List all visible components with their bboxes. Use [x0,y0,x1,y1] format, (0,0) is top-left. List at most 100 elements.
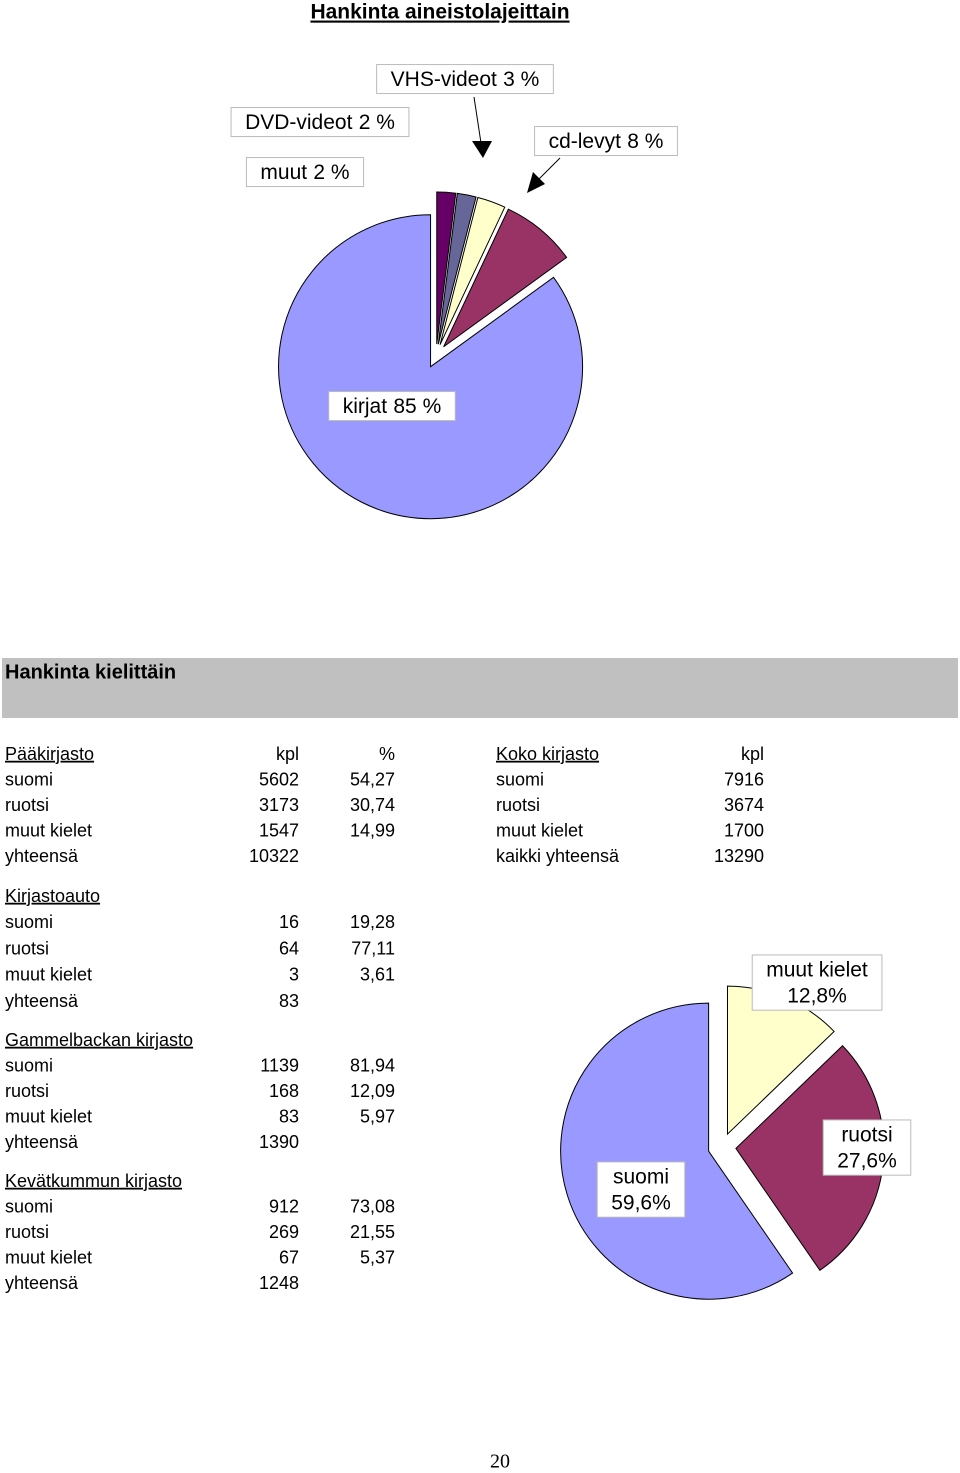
pie-slice [443,208,568,348]
label-box [534,126,678,157]
cell: 3674 [724,795,764,815]
row-label: suomi [5,1196,53,1216]
row-label: suomi [5,912,53,932]
label-category: muut [260,161,307,184]
label-text: ruotsi 27,6% [837,1123,897,1172]
label-category: kirjat [343,395,388,418]
cell: 30,74 [350,795,395,815]
row-label: muut kielet [5,965,92,985]
cell: 10322 [249,846,299,866]
cell: 54,27 [350,769,395,789]
cell: 19,28 [350,912,395,932]
pie-slice [439,196,506,345]
cell: 83 [279,1106,299,1126]
pie [278,191,583,520]
slice-label: VHS-videot 3 % [376,64,554,95]
label-text: muut 2 % [260,161,349,184]
label-box [751,954,883,1011]
label-text: DVD-videot 2 % [245,111,395,134]
column-header: kpl [741,744,764,764]
label-category: VHS-videot [391,68,497,91]
label-value: 12,8% [787,984,847,1007]
pie-slice [560,1002,794,1300]
cell: 3,61 [360,965,395,985]
row-label: suomi [496,769,544,789]
label-text: kirjat 85 % [343,395,442,418]
label-category: suomi [613,1165,669,1188]
slice-label: muut kielet 12,8% [751,954,883,1011]
cell: 168 [269,1081,299,1101]
cell: 5602 [259,769,299,789]
row-label: ruotsi [496,795,540,815]
cell: 67 [279,1247,299,1267]
cell: 5,97 [360,1106,395,1126]
slice-label: suomi 59,6% [596,1161,686,1218]
cell: 21,55 [350,1222,395,1242]
section-title: Hankinta kielittäin [5,661,176,683]
row-label: yhteensä [5,1132,79,1152]
column-header: kpl [276,744,299,764]
row-label: muut kielet [5,820,92,840]
slice-label: muut 2 % [245,157,365,188]
cell: 16 [279,912,299,932]
label-category: cd-levyt [549,130,622,153]
slice-label: DVD-videot 2 % [230,107,410,138]
cell: 64 [279,938,299,958]
label-text: cd-levyt 8 % [549,130,664,153]
cell: 83 [279,991,299,1011]
table-title: Kirjastoauto [5,886,100,906]
row-label: yhteensä [5,846,79,866]
label-text: suomi 59,6% [611,1165,671,1214]
cell: 1547 [259,820,299,840]
table-title: Pääkirjasto [5,744,94,764]
cell: 73,08 [350,1196,395,1216]
label-box [596,1161,686,1218]
table-title: Koko kirjasto [496,744,599,764]
label-box [822,1119,912,1176]
cell: 7916 [724,769,764,789]
label-value: 85 % [393,395,441,418]
row-label: suomi [5,1055,53,1075]
pie-slice [437,192,477,345]
cell: 1390 [259,1132,299,1152]
cell: 81,94 [350,1055,395,1075]
label-value: 59,6% [611,1191,671,1214]
label-value: 27,6% [837,1149,897,1172]
cell: 912 [269,1196,299,1216]
cell: 1700 [724,820,764,840]
cell: 77,11 [351,938,395,958]
label-text: muut kielet 12,8% [766,958,868,1007]
cell: 3173 [259,795,299,815]
label-box [230,107,410,138]
label-value: 3 % [503,68,539,91]
row-label: ruotsi [5,795,49,815]
row-label: ruotsi [5,1081,49,1101]
cell: 14,99 [350,820,395,840]
row-label: yhteensä [5,1273,79,1293]
label-value: 2 % [313,161,349,184]
column-header: % [379,744,395,764]
label-value: 2 % [359,111,395,134]
chart-title: Hankinta aineistolajeittain [310,1,569,24]
cell: 269 [269,1222,299,1242]
label-category: DVD-videot [245,111,353,134]
row-label: suomi [5,769,53,789]
cell: 5,37 [360,1247,395,1267]
page-number: 20 [490,1451,510,1473]
table-title: Gammelbackan kirjasto [5,1030,193,1050]
slice-label: kirjat 85 % [328,391,456,422]
pie-slice [436,191,457,345]
slice-label: cd-levyt 8 % [534,126,678,157]
label-box [376,64,554,95]
label-box [328,391,456,422]
cell: 1139 [260,1055,299,1075]
label-category: muut kielet [766,958,868,981]
label-category: ruotsi [841,1123,892,1146]
pie-slice [278,214,583,520]
cell: 13290 [714,846,764,866]
pie [560,985,885,1300]
row-label: ruotsi [5,938,49,958]
label-text: VHS-videot 3 % [391,68,540,91]
arrows [472,96,561,193]
